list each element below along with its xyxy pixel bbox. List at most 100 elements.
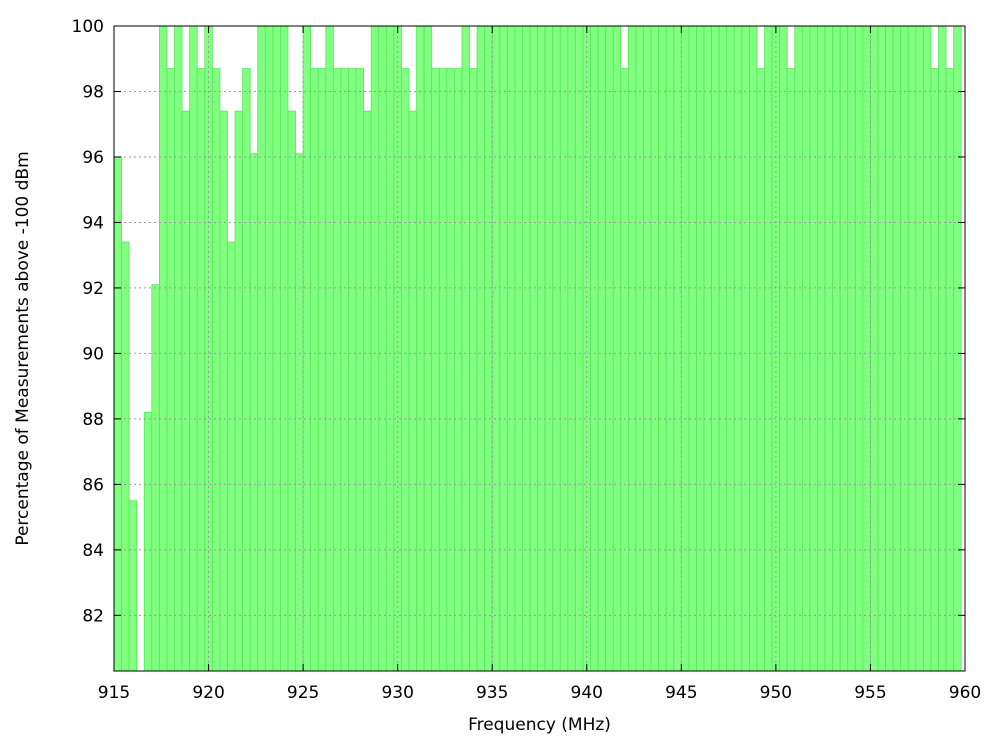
bar	[718, 25, 728, 672]
bar	[453, 68, 463, 672]
bar	[340, 68, 349, 672]
bar	[484, 25, 493, 672]
bar	[264, 25, 274, 672]
bar	[363, 110, 372, 672]
bar	[627, 25, 637, 672]
bar	[786, 68, 796, 672]
y-tick-label: 96	[82, 148, 104, 168]
bar	[635, 25, 644, 672]
bar	[227, 241, 236, 672]
x-tick-label: 960	[949, 683, 981, 703]
bar	[280, 25, 289, 672]
bar	[665, 25, 675, 672]
bar	[378, 25, 387, 672]
bar	[938, 25, 947, 672]
bar	[953, 25, 962, 672]
bar	[597, 25, 607, 672]
bar	[839, 25, 849, 672]
bar	[348, 68, 357, 672]
y-tick-label: 90	[82, 344, 104, 364]
bar	[219, 110, 228, 672]
bar	[590, 25, 599, 672]
x-tick-label: 925	[287, 683, 319, 703]
grid-lines	[114, 26, 965, 671]
bar	[688, 25, 697, 672]
bar	[537, 25, 546, 672]
y-axis-title: Percentage of Measurements above -100 dB…	[13, 151, 33, 545]
bar	[423, 25, 433, 672]
x-tick-label: 955	[854, 683, 886, 703]
x-tick-label: 915	[98, 683, 130, 703]
bar	[733, 25, 743, 672]
bar	[499, 25, 508, 672]
bar	[749, 25, 758, 672]
y-tick-label: 82	[82, 606, 104, 626]
bar	[476, 25, 486, 672]
bar	[461, 25, 470, 672]
bar	[189, 25, 198, 672]
bar	[211, 68, 221, 672]
bar	[696, 25, 705, 672]
bar	[438, 68, 448, 672]
bar	[832, 25, 841, 672]
bar	[506, 25, 516, 672]
bar	[242, 68, 251, 672]
bar	[703, 25, 712, 672]
bar	[885, 25, 894, 672]
bar	[174, 25, 183, 672]
bar	[317, 68, 327, 672]
bar	[310, 68, 319, 672]
x-tick-label: 950	[760, 683, 792, 703]
x-tick-label: 930	[381, 683, 413, 703]
bar	[249, 153, 259, 672]
bar	[824, 25, 834, 672]
bar	[332, 68, 342, 672]
bar	[143, 411, 153, 672]
bar	[529, 25, 538, 672]
bar	[575, 25, 584, 672]
x-tick-label: 940	[571, 683, 603, 703]
bar	[680, 25, 690, 672]
bar	[234, 110, 243, 672]
bar	[907, 25, 917, 672]
x-tick-label: 920	[192, 683, 224, 703]
bar	[847, 25, 856, 672]
x-tick-label: 945	[665, 683, 697, 703]
y-tick-label: 92	[82, 279, 104, 299]
ticks-group: 915 920 925 930 935 940 945 950 955 960 82 84 86 88 90…	[72, 17, 982, 703]
bar	[658, 25, 667, 672]
bar	[930, 68, 939, 672]
bar	[673, 25, 682, 672]
bar	[877, 25, 886, 672]
bar	[862, 25, 871, 672]
bar	[469, 68, 478, 672]
bar	[287, 110, 296, 672]
y-tick-label: 98	[82, 82, 104, 102]
bar	[113, 156, 122, 672]
bar	[295, 153, 304, 672]
x-axis-title: Frequency (MHz)	[468, 715, 611, 735]
bar	[446, 68, 455, 672]
bar	[257, 25, 266, 672]
bar	[764, 25, 773, 672]
bar	[491, 25, 501, 672]
y-tick-label: 94	[82, 213, 104, 233]
bar	[196, 68, 206, 672]
bar	[779, 25, 788, 672]
bar	[650, 25, 660, 672]
y-tick-label: 84	[82, 541, 104, 561]
bar	[726, 25, 735, 672]
bar	[794, 25, 803, 672]
bar	[756, 68, 765, 672]
bar	[809, 25, 818, 672]
bars-group	[113, 25, 962, 672]
y-tick-label: 86	[82, 475, 104, 495]
bar	[559, 25, 569, 672]
bar	[801, 25, 811, 672]
bar	[741, 25, 750, 672]
bar	[408, 110, 417, 672]
y-tick-label: 100	[72, 17, 104, 37]
bar	[544, 25, 554, 672]
bar	[166, 68, 175, 672]
bar	[151, 284, 160, 672]
